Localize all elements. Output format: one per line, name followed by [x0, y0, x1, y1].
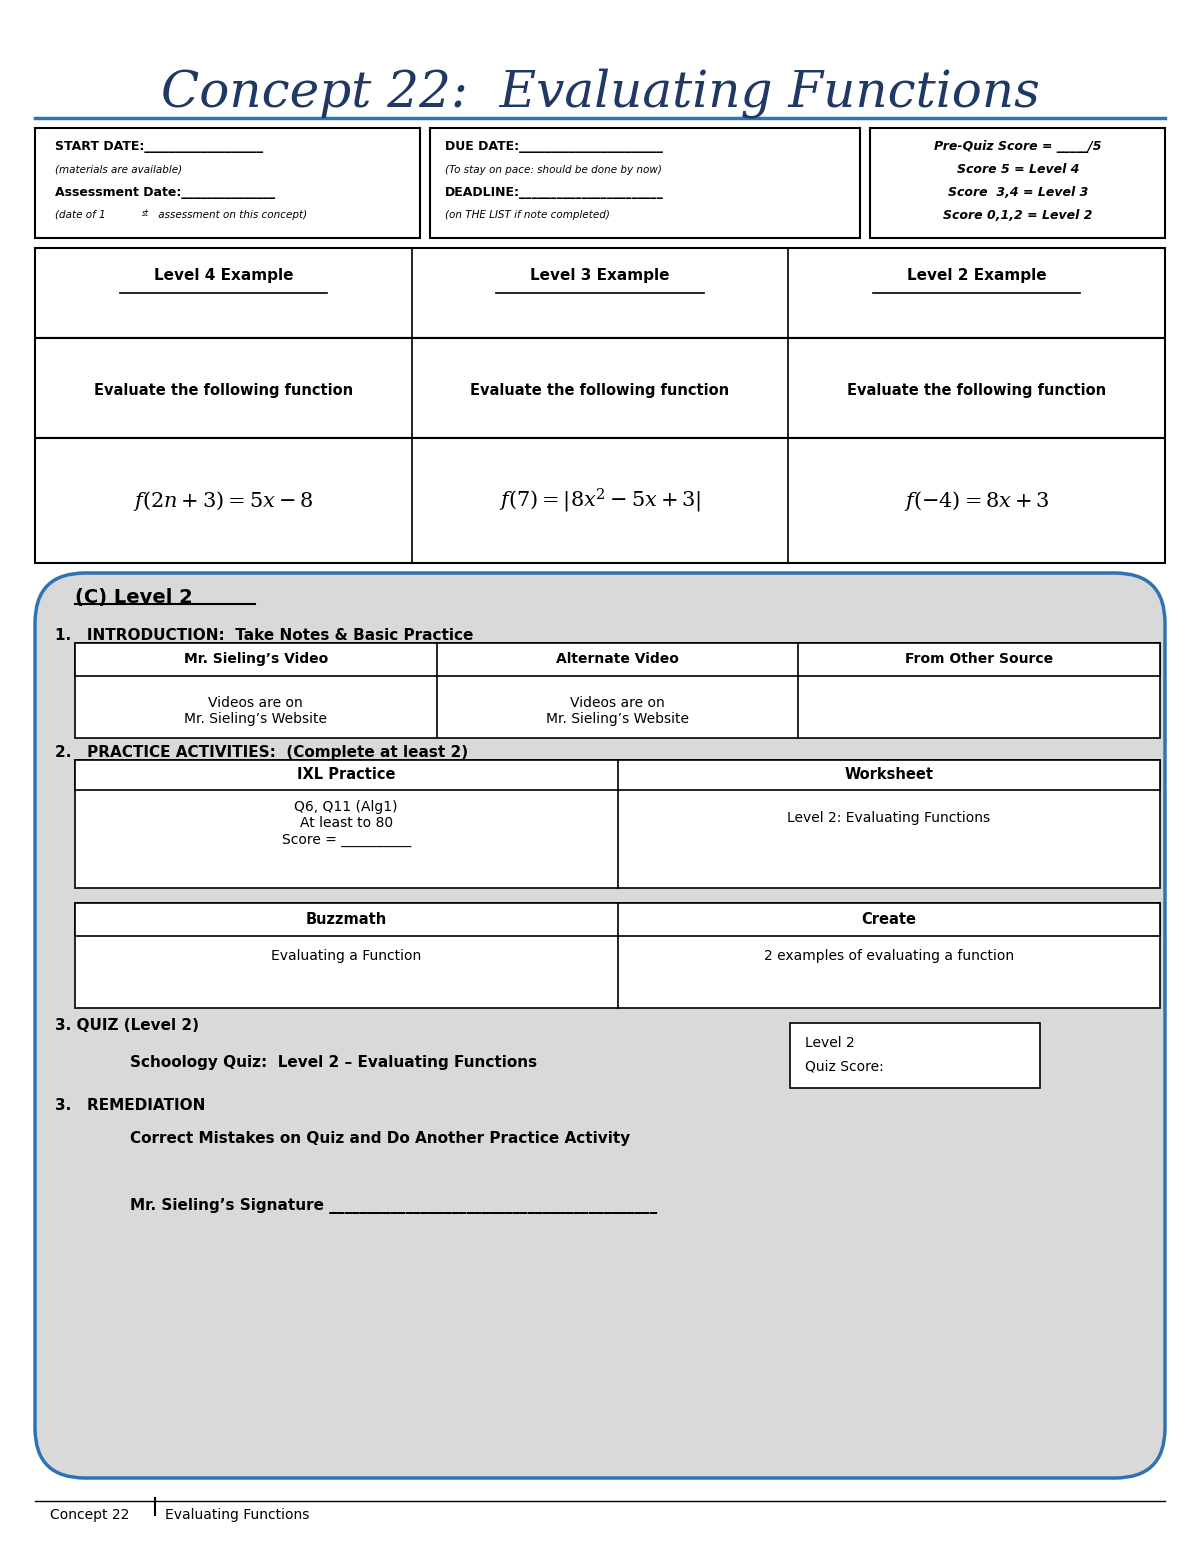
Text: Worksheet: Worksheet — [845, 767, 934, 783]
Text: Buzzmath: Buzzmath — [306, 912, 386, 927]
Text: assessment on this concept): assessment on this concept) — [155, 210, 307, 221]
Text: Score 5 = Level 4: Score 5 = Level 4 — [956, 163, 1079, 175]
Text: Schoology Quiz:  Level 2 – Evaluating Functions: Schoology Quiz: Level 2 – Evaluating Fun… — [130, 1054, 538, 1070]
Text: (date of 1: (date of 1 — [55, 210, 106, 221]
Text: Level 2 Example: Level 2 Example — [907, 269, 1046, 284]
Text: 2 examples of evaluating a function: 2 examples of evaluating a function — [763, 949, 1014, 963]
Bar — [74, 759, 1160, 888]
Text: $f(7)=|8x^2-5x+3|$: $f(7)=|8x^2-5x+3|$ — [499, 488, 701, 516]
Text: IXL Practice: IXL Practice — [298, 767, 396, 783]
Text: DEADLINE:_______________________: DEADLINE:_______________________ — [445, 186, 664, 199]
Text: Evaluating Functions: Evaluating Functions — [166, 1508, 310, 1522]
Text: Pre-Quiz Score = _____/5: Pre-Quiz Score = _____/5 — [935, 140, 1102, 154]
Text: Evaluate the following function: Evaluate the following function — [94, 384, 353, 399]
Bar — [74, 902, 1160, 1008]
Text: Q6, Q11 (Alg1)
At least to 80
Score = __________: Q6, Q11 (Alg1) At least to 80 Score = __… — [282, 800, 410, 846]
Text: (To stay on pace: should be done by now): (To stay on pace: should be done by now) — [445, 165, 662, 175]
Text: START DATE:___________________: START DATE:___________________ — [55, 140, 263, 154]
Text: st: st — [142, 210, 149, 217]
Text: Concept 22: Concept 22 — [50, 1508, 130, 1522]
Text: Score 0,1,2 = Level 2: Score 0,1,2 = Level 2 — [943, 210, 1093, 222]
Text: Evaluate the following function: Evaluate the following function — [847, 384, 1106, 399]
Bar — [74, 643, 1160, 676]
Text: (materials are available): (materials are available) — [55, 165, 182, 175]
Bar — [870, 127, 1165, 238]
Bar — [35, 438, 1165, 564]
Text: Videos are on
Mr. Sieling’s Website: Videos are on Mr. Sieling’s Website — [185, 696, 328, 727]
FancyBboxPatch shape — [35, 573, 1165, 1478]
Text: Mr. Sieling’s Signature ___________________________________________: Mr. Sieling’s Signature ________________… — [130, 1197, 658, 1214]
Bar — [35, 248, 1165, 339]
Text: $f(2n+3)=5x-8$: $f(2n+3)=5x-8$ — [133, 489, 313, 512]
Text: Concept 22:  Evaluating Functions: Concept 22: Evaluating Functions — [161, 68, 1039, 118]
Bar — [35, 127, 420, 238]
Text: Level 2: Level 2 — [805, 1036, 854, 1050]
Text: Correct Mistakes on Quiz and Do Another Practice Activity: Correct Mistakes on Quiz and Do Another … — [130, 1131, 630, 1146]
Text: 3. QUIZ (Level 2): 3. QUIZ (Level 2) — [55, 1019, 199, 1033]
Bar — [35, 339, 1165, 438]
Text: Quiz Score:: Quiz Score: — [805, 1061, 883, 1075]
Bar — [790, 1023, 1040, 1089]
Text: 3.   REMEDIATION: 3. REMEDIATION — [55, 1098, 205, 1114]
Text: Create: Create — [862, 912, 917, 927]
Text: $f(-4)=8x+3$: $f(-4)=8x+3$ — [904, 489, 1050, 512]
Bar — [74, 902, 1160, 936]
Text: Evaluate the following function: Evaluate the following function — [470, 384, 730, 399]
Bar — [74, 643, 1160, 738]
Text: Evaluating a Function: Evaluating a Function — [271, 949, 421, 963]
Text: (on THE LIST if note completed): (on THE LIST if note completed) — [445, 210, 610, 221]
Bar — [430, 127, 860, 238]
Text: Level 3 Example: Level 3 Example — [530, 269, 670, 284]
Text: Score  3,4 = Level 3: Score 3,4 = Level 3 — [948, 186, 1088, 199]
Text: Level 4 Example: Level 4 Example — [154, 269, 293, 284]
Text: 2.   PRACTICE ACTIVITIES:  (Complete at least 2): 2. PRACTICE ACTIVITIES: (Complete at lea… — [55, 745, 468, 759]
Text: Alternate Video: Alternate Video — [556, 652, 679, 666]
Bar — [74, 759, 1160, 790]
Text: Videos are on
Mr. Sieling’s Website: Videos are on Mr. Sieling’s Website — [546, 696, 689, 727]
Text: DUE DATE:_______________________: DUE DATE:_______________________ — [445, 140, 662, 154]
Text: Mr. Sieling’s Video: Mr. Sieling’s Video — [184, 652, 328, 666]
Text: 1.   INTRODUCTION:  Take Notes & Basic Practice: 1. INTRODUCTION: Take Notes & Basic Prac… — [55, 627, 473, 643]
Text: From Other Source: From Other Source — [905, 652, 1054, 666]
Text: Assessment Date:_______________: Assessment Date:_______________ — [55, 186, 275, 199]
Text: Level 2: Evaluating Functions: Level 2: Evaluating Functions — [787, 811, 990, 825]
Text: (C) Level 2: (C) Level 2 — [74, 589, 193, 607]
